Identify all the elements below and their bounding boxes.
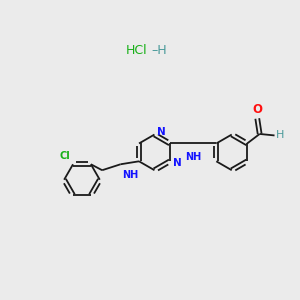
Text: N: N <box>173 158 182 168</box>
Text: N: N <box>158 128 166 137</box>
Text: H: H <box>276 130 284 140</box>
Text: Cl: Cl <box>60 151 71 161</box>
Text: NH: NH <box>185 152 201 162</box>
Text: –H: –H <box>151 44 167 57</box>
Text: HCl: HCl <box>126 44 147 57</box>
Text: O: O <box>252 103 262 116</box>
Text: NH: NH <box>122 170 138 180</box>
